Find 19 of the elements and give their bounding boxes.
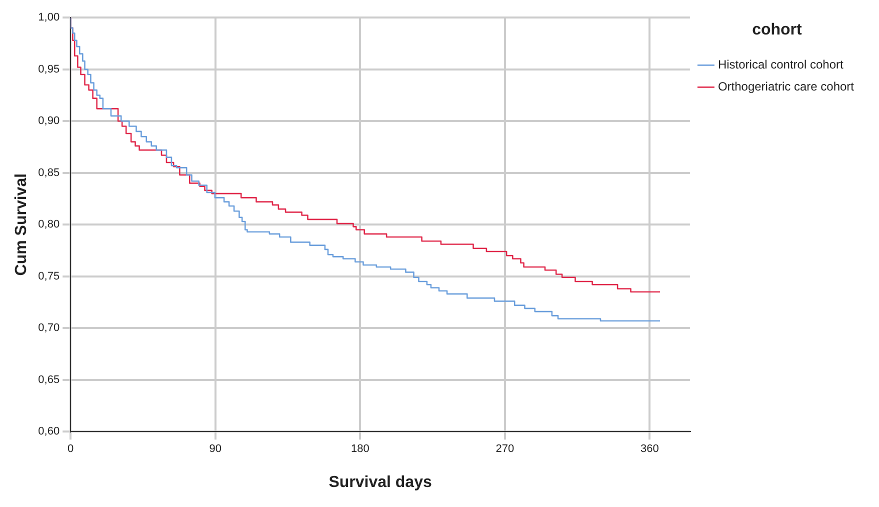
legend-title: cohort [752,21,803,38]
y-tick-label: 0,95 [38,63,60,76]
y-tick-label: 0,75 [38,270,60,282]
x-tick-label: 360 [640,443,659,456]
y-tick-label: 1,00 [38,12,60,24]
y-tick-label: 0,70 [38,322,60,334]
y-tick-label: 0,85 [38,166,60,179]
y-tick-label: 0,90 [38,115,60,128]
legend-label: Orthogeriatric care cohort [718,80,855,94]
y-tick-label: 0,65 [38,374,60,386]
x-tick-label: 180 [350,443,370,456]
x-tick-label: 90 [209,443,222,456]
y-tick-label: 0,60 [38,426,60,438]
y-tick-label: 0,80 [38,218,60,231]
legend-label: Historical control cohort [718,58,844,72]
y-axis-title: Cum Survival [13,173,30,276]
x-axis-title: Survival days [328,474,432,491]
x-tick-label: 0 [68,443,74,456]
x-tick-label: 270 [496,443,514,456]
